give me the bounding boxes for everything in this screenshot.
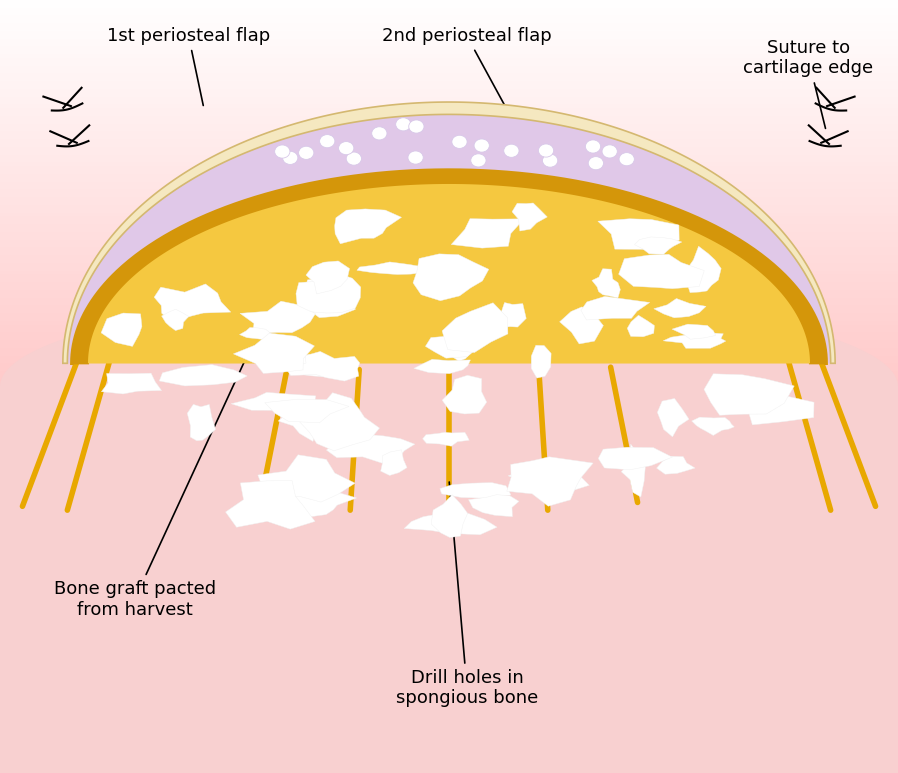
Polygon shape — [306, 261, 349, 294]
Circle shape — [474, 139, 489, 152]
Polygon shape — [240, 301, 315, 334]
Polygon shape — [335, 209, 401, 243]
Polygon shape — [691, 417, 735, 435]
Circle shape — [602, 145, 617, 158]
Polygon shape — [413, 254, 489, 301]
Polygon shape — [431, 495, 468, 537]
Polygon shape — [619, 254, 704, 288]
Polygon shape — [300, 393, 380, 451]
Polygon shape — [101, 373, 162, 394]
Text: 1st periosteal flap: 1st periosteal flap — [107, 27, 270, 105]
Polygon shape — [621, 444, 647, 497]
Polygon shape — [258, 455, 355, 502]
Text: Suture to
cartilage edge: Suture to cartilage edge — [744, 39, 873, 128]
Polygon shape — [404, 513, 497, 535]
Polygon shape — [286, 352, 360, 381]
Polygon shape — [628, 315, 655, 337]
Polygon shape — [286, 354, 357, 377]
Text: 2nd periosteal flap: 2nd periosteal flap — [382, 27, 552, 104]
Polygon shape — [656, 456, 695, 474]
Polygon shape — [304, 278, 356, 318]
Polygon shape — [657, 398, 689, 437]
Polygon shape — [326, 434, 415, 463]
Polygon shape — [101, 313, 142, 346]
Circle shape — [409, 120, 424, 133]
Polygon shape — [506, 457, 594, 506]
Polygon shape — [231, 393, 316, 411]
Polygon shape — [451, 219, 524, 248]
Circle shape — [408, 151, 423, 164]
Polygon shape — [532, 346, 551, 378]
Polygon shape — [188, 404, 216, 441]
Polygon shape — [72, 170, 826, 363]
Circle shape — [542, 154, 558, 167]
Text: Bone graft pacted
from harvest: Bone graft pacted from harvest — [54, 288, 278, 618]
Polygon shape — [635, 237, 682, 254]
Polygon shape — [72, 170, 826, 363]
Polygon shape — [233, 333, 314, 373]
Polygon shape — [240, 328, 272, 339]
Polygon shape — [654, 298, 706, 318]
Polygon shape — [154, 284, 231, 322]
Circle shape — [452, 135, 467, 148]
Polygon shape — [159, 365, 247, 386]
Polygon shape — [512, 203, 547, 231]
Text: Cells: Cells — [329, 131, 409, 149]
Polygon shape — [440, 482, 511, 499]
Polygon shape — [88, 184, 810, 363]
Circle shape — [588, 157, 603, 170]
Polygon shape — [442, 303, 508, 352]
Polygon shape — [732, 385, 814, 425]
Polygon shape — [63, 102, 835, 363]
Circle shape — [471, 154, 486, 167]
Polygon shape — [265, 399, 349, 423]
Circle shape — [275, 145, 290, 158]
Polygon shape — [443, 320, 471, 361]
Polygon shape — [278, 401, 336, 441]
Circle shape — [347, 152, 362, 165]
Polygon shape — [598, 219, 679, 250]
Polygon shape — [357, 262, 439, 274]
Polygon shape — [508, 463, 589, 493]
Circle shape — [619, 152, 634, 165]
Polygon shape — [664, 332, 726, 349]
Polygon shape — [499, 302, 526, 328]
Polygon shape — [442, 375, 487, 414]
Circle shape — [283, 152, 298, 165]
Polygon shape — [559, 307, 603, 344]
Circle shape — [539, 144, 554, 157]
Polygon shape — [426, 335, 476, 358]
Polygon shape — [67, 114, 831, 363]
Circle shape — [396, 117, 411, 131]
Circle shape — [320, 135, 335, 148]
Polygon shape — [672, 324, 716, 339]
Polygon shape — [469, 495, 519, 516]
Polygon shape — [296, 267, 361, 313]
Polygon shape — [423, 432, 470, 446]
Polygon shape — [581, 296, 650, 320]
Polygon shape — [162, 309, 189, 331]
Circle shape — [299, 146, 314, 159]
Text: Drill holes in
spongious bone: Drill holes in spongious bone — [396, 482, 538, 707]
Polygon shape — [225, 481, 315, 530]
Circle shape — [372, 127, 387, 140]
Circle shape — [339, 141, 354, 155]
Polygon shape — [592, 269, 621, 298]
Polygon shape — [285, 487, 357, 516]
Polygon shape — [598, 448, 673, 470]
Polygon shape — [0, 294, 898, 773]
Polygon shape — [686, 247, 721, 293]
Circle shape — [585, 140, 601, 153]
Polygon shape — [381, 450, 407, 475]
Circle shape — [504, 145, 519, 158]
Polygon shape — [414, 359, 471, 373]
Polygon shape — [704, 374, 794, 415]
